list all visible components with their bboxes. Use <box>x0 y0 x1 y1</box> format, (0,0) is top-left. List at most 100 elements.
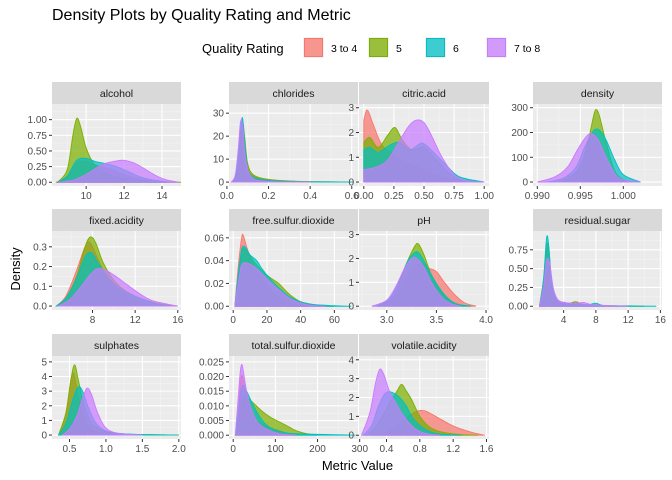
legend-key <box>304 38 323 57</box>
x-tick-label: 16 <box>172 315 184 326</box>
x-tick-label: 4.0 <box>479 315 493 326</box>
x-tick-label: 1.2 <box>446 444 460 455</box>
y-tick-label: 20 <box>213 132 225 143</box>
facet-strip-label: free.sulfur.dioxide <box>252 215 334 227</box>
density-areas <box>234 364 356 436</box>
facet-strip <box>229 82 358 104</box>
y-tick-label: 100 <box>511 153 528 164</box>
legend-key <box>369 38 388 57</box>
x-tick-label: 20 <box>261 315 273 326</box>
x-tick-label: 3.5 <box>429 315 443 326</box>
density-area-7-to-8 <box>56 267 178 307</box>
x-tick-label: 14 <box>156 191 168 202</box>
y-tick-label: 5 <box>41 357 47 368</box>
x-tick-label: 300 <box>351 444 368 455</box>
facet-strip <box>359 82 489 104</box>
y-tick-label: 0.3 <box>33 242 47 253</box>
x-tick-label: 1.6 <box>480 444 494 455</box>
density-areas <box>55 117 181 183</box>
x-tick-label: 0.6 <box>345 191 359 202</box>
density-area-7-to-8 <box>537 133 641 183</box>
x-tick-label: 1.000 <box>611 191 636 202</box>
density-area-7-to-8 <box>57 159 180 183</box>
legend-label: 5 <box>396 43 402 55</box>
x-tick-label: 3.0 <box>380 315 394 326</box>
y-tick-label: 2 <box>41 401 47 412</box>
y-tick-label: 4 <box>348 355 354 366</box>
y-tick-label: 10 <box>213 155 225 166</box>
y-tick-label: 1.00 <box>28 115 48 126</box>
x-tick-label: 0.8 <box>413 444 427 455</box>
y-tick-label: 0.00 <box>28 178 48 189</box>
y-tick-label: 0.02 <box>205 279 225 290</box>
y-tick-label: 1 <box>348 278 354 289</box>
y-tick-label: 30 <box>213 109 225 120</box>
x-tick-label: 100 <box>267 444 284 455</box>
facet-strip <box>229 209 358 231</box>
y-tick-label: 2 <box>348 128 354 139</box>
x-tick-label: 0.75 <box>444 191 464 202</box>
x-tick-label: 2.0 <box>172 444 186 455</box>
facet-strip <box>533 82 662 104</box>
facet-strip-label: density <box>581 88 615 100</box>
x-tick-label: 8 <box>90 315 96 326</box>
facet-strip <box>229 334 358 356</box>
y-tick-label: 0 <box>348 302 354 313</box>
y-tick-label: 0.0 <box>33 302 47 313</box>
y-tick-label: 0.010 <box>199 401 224 412</box>
facet-strip-label: citric.acid <box>402 88 446 100</box>
y-tick-label: 0 <box>218 178 224 189</box>
x-tick-label: 0.00 <box>354 191 374 202</box>
x-tick-label: 0.4 <box>380 444 394 455</box>
chart-title: Density Plots by Quality Rating and Metr… <box>52 7 351 24</box>
y-tick-label: 0.50 <box>509 264 529 275</box>
x-tick-label: 12 <box>623 315 635 326</box>
legend-key <box>487 38 506 57</box>
density-area-7-to-8 <box>230 119 311 183</box>
y-tick-label: 4 <box>41 372 47 383</box>
legend-title: Quality Rating <box>202 41 284 56</box>
x-axis-title: Metric Value <box>322 458 393 473</box>
y-tick-label: 200 <box>511 128 528 139</box>
y-tick-label: 0.00 <box>205 302 225 313</box>
x-tick-label: 0.2 <box>262 191 276 202</box>
x-tick-label: 0.0 <box>220 191 234 202</box>
y-tick-label: 0.04 <box>205 256 225 267</box>
density-area-7-to-8 <box>60 387 143 436</box>
y-tick-label: 3 <box>348 374 354 385</box>
x-tick-label: 8 <box>593 315 599 326</box>
legend-label: 3 to 4 <box>331 43 357 55</box>
facet-volatile.acidity: volatile.acidity 0.4 0.8 1.2 1.6 0 1 2 3 4 <box>348 334 494 455</box>
x-tick-label: 12 <box>119 191 131 202</box>
y-tick-label: 0.25 <box>509 283 529 294</box>
facet-strip <box>359 334 489 356</box>
facet-residual.sugar: residual.sugar 4 8 12 16 0.00 0.25 0.50 0.75 <box>509 209 667 326</box>
x-tick-label: 0.25 <box>384 191 404 202</box>
legend-key <box>426 38 445 57</box>
facet-alcohol: alcohol 10 12 14 0.00 0.25 0.50 0.75 1.00 <box>28 82 181 202</box>
facet-fixed.acidity: fixed.acidity 8 12 16 0.0 0.1 0.2 0.3 <box>33 209 184 326</box>
y-tick-label: 0.2 <box>33 262 47 273</box>
density-area-7-to-8 <box>371 256 462 307</box>
y-tick-label: 0.1 <box>33 282 47 293</box>
x-tick-label: 200 <box>309 444 326 455</box>
x-tick-label: 1.00 <box>474 191 494 202</box>
y-tick-label: 0.06 <box>205 233 225 244</box>
facet-strip-label: volatile.acidity <box>391 340 457 352</box>
y-tick-label: 2 <box>348 393 354 404</box>
y-tick-label: 1 <box>41 416 47 427</box>
facet-strip <box>52 82 181 104</box>
y-tick-label: 0 <box>41 431 47 442</box>
x-tick-label: 0.50 <box>414 191 434 202</box>
y-tick-label: 3 <box>348 103 354 114</box>
x-tick-label: 1.0 <box>99 444 113 455</box>
x-tick-label: 16 <box>655 315 667 326</box>
y-tick-label: 0 <box>348 178 354 189</box>
y-tick-label: 0.00 <box>509 302 529 313</box>
facet-strip-label: alcohol <box>100 88 133 100</box>
density-area-7-to-8 <box>234 262 326 307</box>
x-tick-label: 0 <box>230 315 236 326</box>
